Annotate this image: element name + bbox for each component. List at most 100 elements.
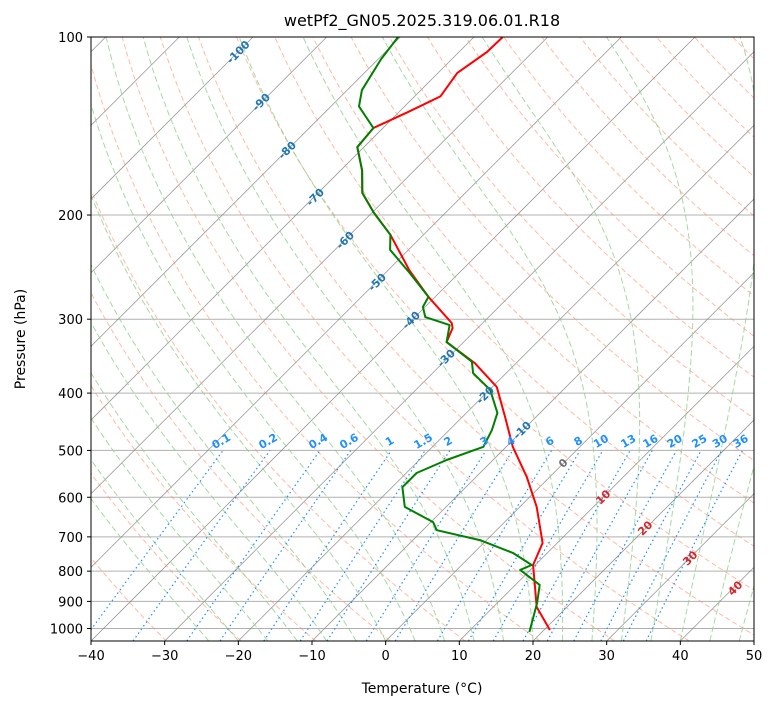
mixing-ratio-label: 1 bbox=[383, 434, 396, 449]
isotherm-label: -70 bbox=[304, 185, 327, 208]
mixing-ratio-line bbox=[546, 450, 653, 641]
isotherm-line bbox=[91, 37, 327, 274]
mixing-ratio-line bbox=[492, 450, 604, 641]
mixing-ratio-label: 13 bbox=[619, 432, 639, 451]
mixing-ratio-line bbox=[299, 450, 426, 641]
line-labels: 0.1 0.2 0.4 0.6 1 1.5 2 3 4 6 8 10 13 16 20 25 30 36-100-… bbox=[210, 38, 751, 599]
moist-adiabat-line bbox=[481, 37, 641, 641]
moist-adiabat-line bbox=[91, 193, 387, 641]
mixing-ratio-label: 0.4 bbox=[307, 431, 331, 452]
mixing-ratio-line bbox=[219, 450, 352, 641]
moist-adiabat-line bbox=[91, 321, 328, 641]
isotherm-line bbox=[91, 37, 696, 641]
mixing-ratio-line bbox=[186, 450, 321, 641]
isotherm-label: -30 bbox=[435, 346, 458, 369]
moist-adiabat-line bbox=[91, 263, 357, 641]
mixing-ratio-label: 0.1 bbox=[210, 431, 233, 452]
mixing-ratio-line bbox=[436, 450, 553, 641]
y-tick-label: 900 bbox=[58, 595, 83, 610]
y-tick-label: 700 bbox=[58, 531, 83, 546]
y-tick-label: 600 bbox=[58, 491, 83, 506]
isotherm-line bbox=[164, 51, 754, 641]
mixing-ratio-label: 6 bbox=[543, 434, 556, 449]
isotherm-line bbox=[680, 566, 754, 641]
dry-adiabat-line bbox=[694, 37, 754, 99]
mixing-ratio-line bbox=[132, 450, 271, 641]
isotherm-label: 40 bbox=[725, 578, 745, 598]
isotherm-line bbox=[385, 272, 754, 641]
dry-adiabat-line bbox=[350, 37, 754, 462]
isotherm-line bbox=[606, 493, 754, 641]
isotherm-line bbox=[532, 419, 754, 641]
isotherm-line bbox=[91, 37, 548, 495]
y-tick-label: 100 bbox=[58, 31, 83, 46]
moist-adiabat-line bbox=[91, 497, 210, 641]
dry-adiabat-line bbox=[236, 37, 754, 591]
mixing-ratio-label: 16 bbox=[641, 432, 661, 451]
moist-adiabat-line bbox=[91, 417, 269, 641]
dry-adiabat-line bbox=[579, 37, 754, 217]
y-tick-label: 1000 bbox=[50, 622, 83, 637]
y-tick-label: 800 bbox=[58, 565, 83, 580]
mixing-ratio-label: 25 bbox=[690, 432, 710, 451]
x-tick-label: 30 bbox=[598, 649, 615, 664]
moist-adiabat-line bbox=[738, 584, 754, 641]
profile-curves bbox=[356, 37, 551, 633]
background-lines bbox=[91, 37, 754, 641]
dry-adiabat-line bbox=[541, 37, 754, 257]
isotherm-line bbox=[91, 37, 475, 421]
dry-adiabat-line bbox=[91, 188, 466, 641]
dry-adiabat-line bbox=[274, 37, 754, 547]
x-tick-label: −30 bbox=[151, 649, 178, 664]
moist-adiabat-line bbox=[91, 102, 416, 641]
axes: −40 −30 −20 −10 0 10 20 30 40 5010020030040050060… bbox=[50, 31, 762, 664]
y-tick-label: 500 bbox=[58, 444, 83, 459]
dry-adiabat-line bbox=[91, 472, 242, 641]
chart-title: wetPf2_GN05.2025.319.06.01.R18 bbox=[284, 11, 560, 31]
x-tick-label: 20 bbox=[525, 649, 542, 664]
dry-adiabat-line bbox=[426, 37, 754, 378]
mixing-ratio-line bbox=[522, 450, 631, 641]
moist-adiabat-line bbox=[606, 37, 694, 641]
plot-frame bbox=[90, 36, 755, 642]
mixing-ratio-label: 10 bbox=[591, 432, 611, 451]
dry-adiabat-line bbox=[91, 384, 317, 641]
isotherm-label: -50 bbox=[366, 270, 389, 293]
y-tick-label: 200 bbox=[58, 209, 83, 224]
mixing-ratio-label: 30 bbox=[710, 432, 730, 451]
isotherm-line bbox=[459, 345, 754, 641]
y-tick-label: 400 bbox=[58, 387, 83, 402]
isotherm-label: -100 bbox=[224, 38, 253, 67]
isotherm-line bbox=[91, 37, 254, 200]
x-axis-label: Temperature (°C) bbox=[361, 681, 483, 697]
isotherm-line bbox=[91, 37, 401, 347]
x-tick-label: 50 bbox=[746, 649, 763, 664]
isotherm-line bbox=[91, 37, 622, 568]
mixing-ratio-line bbox=[365, 450, 487, 641]
dry-adiabat-line bbox=[159, 37, 690, 641]
temperature-profile-line bbox=[356, 37, 551, 631]
isotherm-label: -60 bbox=[334, 228, 357, 251]
x-tick-label: 0 bbox=[382, 649, 390, 664]
x-tick-label: −40 bbox=[77, 649, 104, 664]
mixing-ratio-line bbox=[467, 450, 581, 641]
isotherm-line bbox=[238, 124, 754, 641]
x-tick-label: −10 bbox=[298, 649, 325, 664]
moist-adiabat-line bbox=[186, 37, 504, 641]
dry-adiabat-line bbox=[312, 37, 754, 504]
mixing-ratio-label: 1.5 bbox=[412, 431, 435, 452]
moist-adiabat-line bbox=[302, 37, 564, 641]
isotherm-label: 30 bbox=[680, 548, 700, 568]
dry-adiabat-line bbox=[198, 37, 754, 636]
isotherm-line bbox=[311, 198, 754, 641]
y-tick-label: 300 bbox=[58, 313, 83, 328]
x-tick-label: −20 bbox=[225, 649, 252, 664]
dry-adiabat-line bbox=[91, 63, 541, 641]
y-axis-label: Pressure (hPa) bbox=[13, 289, 29, 389]
mixing-ratio-line bbox=[91, 450, 224, 631]
mixing-ratio-label: 0.2 bbox=[257, 431, 280, 452]
moist-adiabat-line bbox=[679, 37, 754, 641]
moist-adiabat-line bbox=[91, 371, 298, 641]
